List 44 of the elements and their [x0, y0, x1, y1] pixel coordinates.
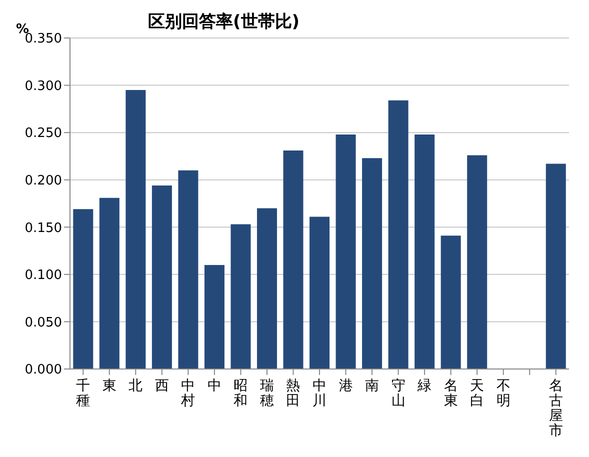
bar [440, 236, 461, 369]
bar [546, 164, 566, 369]
x-tick-label: 天白 [470, 378, 484, 409]
bar [126, 90, 146, 369]
x-tick-label: 名東 [444, 378, 458, 409]
x-tick-label: 千種 [76, 378, 90, 409]
y-tick-label: 0.000 [24, 362, 62, 378]
x-tick-label: 緑 [416, 378, 432, 394]
x-tick-label: 名古屋市 [548, 378, 563, 439]
chart-title: 区别回答率(世帯比) [148, 11, 300, 33]
x-tick-label: 中村 [180, 378, 196, 409]
y-tick-label: 0.050 [24, 315, 62, 330]
x-tick-label: 港 [338, 378, 353, 394]
bar [336, 134, 356, 369]
bar [178, 170, 198, 369]
bar [283, 150, 304, 369]
x-tick-label: 西 [154, 378, 169, 394]
x-tick-label: 中 [207, 378, 222, 394]
x-tick-label: 不明 [496, 378, 510, 409]
bar [414, 134, 435, 369]
bar [310, 216, 330, 369]
bar [467, 155, 488, 369]
y-tick-label: 0.250 [24, 126, 62, 142]
x-tick-label: 南 [365, 378, 380, 394]
y-tick-label: 0.150 [24, 220, 62, 236]
bar [362, 158, 382, 369]
bar [256, 208, 277, 369]
bar [388, 100, 408, 369]
x-tick-label: 北 [128, 378, 143, 394]
x-tick-label: 瑞穂 [260, 378, 274, 409]
y-tick-label: 0.300 [24, 78, 62, 94]
bar [204, 264, 224, 369]
x-tick-label: 東 [102, 378, 116, 394]
y-tick-label: 0.350 [24, 32, 62, 47]
x-tick-label: 守山 [391, 378, 406, 409]
x-tick-label: 熱田 [286, 378, 300, 409]
bar [73, 209, 94, 369]
x-tick-label: 中川 [312, 378, 326, 409]
bar [99, 198, 120, 369]
y-tick-label: 0.100 [24, 268, 62, 284]
bar [152, 186, 172, 369]
y-tick-label: 0.200 [24, 173, 62, 188]
x-tick-label: 昭和 [234, 378, 248, 409]
bar [230, 224, 251, 369]
